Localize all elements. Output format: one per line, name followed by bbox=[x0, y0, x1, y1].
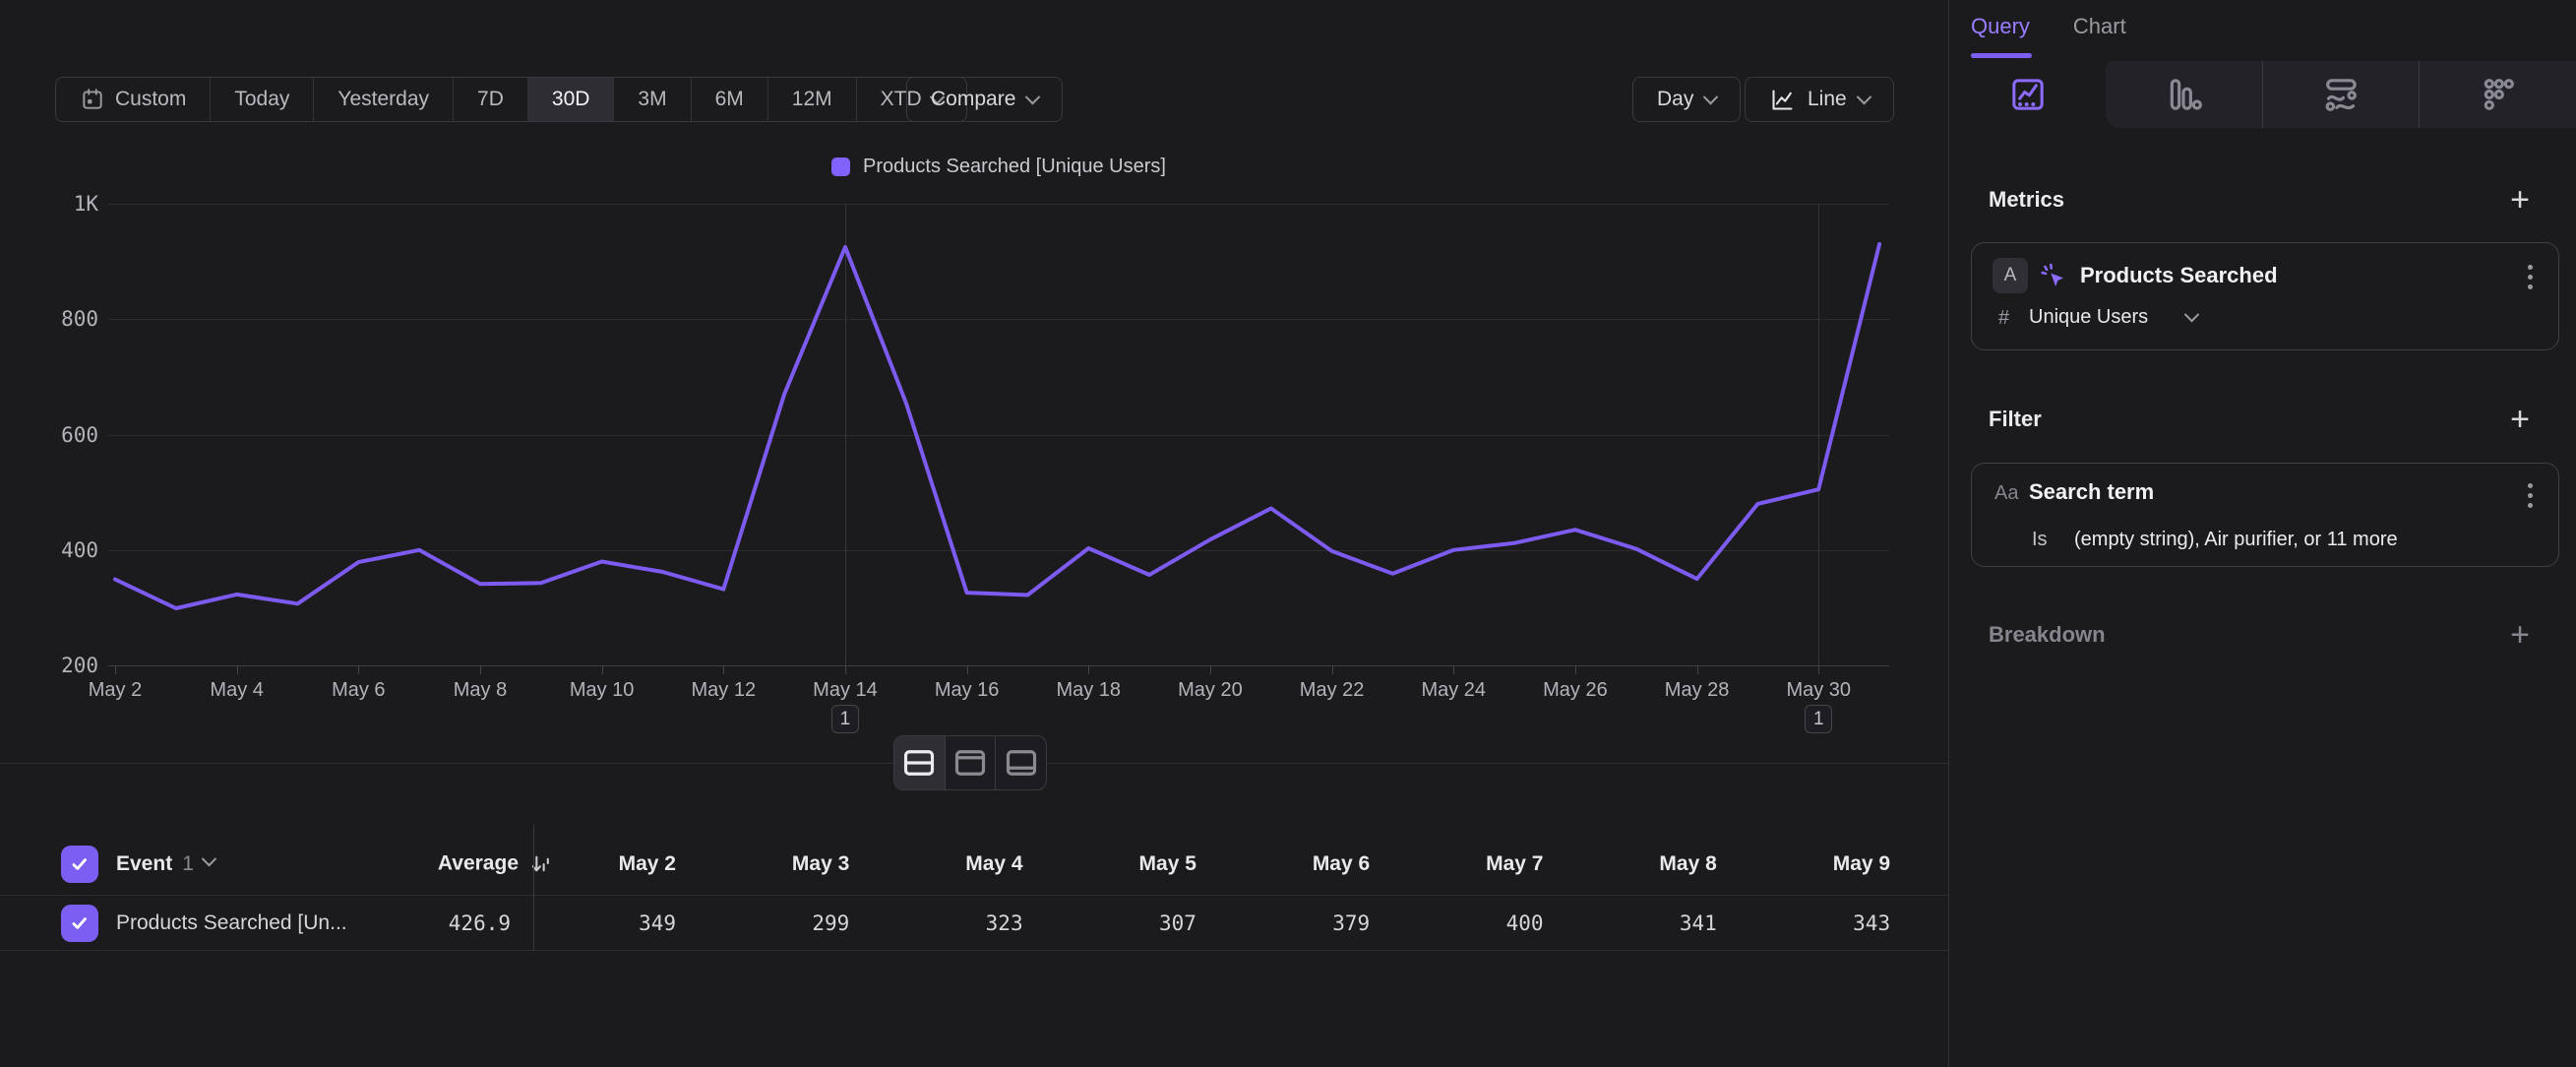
flows-icon bbox=[2321, 75, 2361, 114]
chevron-down-icon bbox=[202, 851, 217, 867]
date-column-header: May 2 bbox=[528, 852, 676, 876]
column-divider bbox=[533, 825, 534, 951]
cell-value: 323 bbox=[876, 911, 1023, 935]
filter-property-name[interactable]: Search term bbox=[2029, 479, 2154, 505]
event-count: 1 bbox=[182, 852, 194, 876]
table-header-row: Event 1 Average May 2 May 3 May 4 May 5 May … bbox=[0, 833, 1948, 896]
cell-value: 400 bbox=[1396, 911, 1544, 935]
average-label-text: Average bbox=[438, 852, 519, 876]
report-type-tabs bbox=[1949, 61, 2576, 128]
date-column-header: May 6 bbox=[1222, 852, 1370, 876]
filter-heading: Filter bbox=[1989, 407, 2042, 432]
view-toggle-group bbox=[893, 735, 1047, 790]
retention-icon bbox=[2479, 75, 2518, 114]
date-column-header: May 3 bbox=[702, 852, 849, 876]
report-tab-insights[interactable] bbox=[1949, 61, 2106, 128]
main-panel: CustomTodayYesterday7D30D3M6M12MXTD Comp… bbox=[0, 0, 1948, 1067]
date-column-header: May 9 bbox=[1743, 852, 1890, 876]
cell-value: 341 bbox=[1569, 911, 1717, 935]
average-column-header[interactable]: Average bbox=[295, 851, 553, 876]
cell-value: 379 bbox=[1222, 911, 1370, 935]
add-breakdown-button[interactable]: + bbox=[2503, 620, 2537, 650]
add-filter-button[interactable]: + bbox=[2503, 405, 2537, 434]
cell-value: 299 bbox=[702, 911, 849, 935]
row-average-value: 426.9 bbox=[295, 911, 511, 935]
chart-only-view-icon bbox=[952, 748, 988, 778]
filter-type-badge: Aa bbox=[1994, 482, 2018, 505]
active-tab-underline bbox=[1971, 53, 2032, 58]
series-line bbox=[0, 0, 1948, 763]
table-only-view-icon bbox=[1004, 748, 1039, 778]
metric-card[interactable]: A Products Searched # Unique Users bbox=[1971, 242, 2559, 350]
cursor-click-icon bbox=[2038, 261, 2069, 292]
date-column-header: May 4 bbox=[876, 852, 1023, 876]
report-tab-retention[interactable] bbox=[2419, 61, 2576, 128]
table-row[interactable]: Products Searched [Un... 426.9 349299323… bbox=[0, 897, 1948, 951]
inactive-tabs-block bbox=[2106, 61, 2576, 128]
tab-query[interactable]: Query bbox=[1971, 14, 2030, 53]
event-label-text: Event bbox=[116, 852, 172, 876]
filter-options-kebab-icon[interactable] bbox=[2528, 483, 2533, 508]
filter-operator[interactable]: Is bbox=[2032, 529, 2048, 551]
split-view-icon bbox=[901, 748, 937, 778]
metric-letter-badge: A bbox=[1993, 258, 2028, 293]
split-view-button[interactable] bbox=[894, 736, 945, 789]
aggregation-selector[interactable]: Unique Users bbox=[2029, 306, 2148, 329]
cell-value: 343 bbox=[1743, 911, 1890, 935]
metric-options-kebab-icon[interactable] bbox=[2528, 265, 2533, 289]
cell-value: 349 bbox=[528, 911, 676, 935]
query-sidebar: Query Chart Metrics + A Products Searche… bbox=[1949, 0, 2576, 1067]
tab-chart[interactable]: Chart bbox=[2073, 14, 2126, 53]
date-column-header: May 8 bbox=[1569, 852, 1717, 876]
metrics-heading: Metrics bbox=[1989, 187, 2064, 213]
cell-value: 307 bbox=[1049, 911, 1196, 935]
date-column-header: May 7 bbox=[1396, 852, 1544, 876]
select-all-checkbox[interactable] bbox=[61, 846, 98, 883]
table-only-view-button[interactable] bbox=[995, 736, 1046, 789]
sidebar-tabs: Query Chart bbox=[1971, 14, 2126, 53]
insights-icon bbox=[2008, 75, 2048, 114]
chevron-down-icon[interactable] bbox=[2184, 307, 2200, 323]
filter-card[interactable]: Aa Search term Is (empty string), Air pu… bbox=[1971, 463, 2559, 567]
report-tab-funnels[interactable] bbox=[2106, 61, 2262, 128]
funnels-icon bbox=[2164, 75, 2203, 114]
chart-only-view-button[interactable] bbox=[945, 736, 996, 789]
add-metric-button[interactable]: + bbox=[2503, 185, 2537, 215]
date-column-header: May 5 bbox=[1049, 852, 1196, 876]
event-column-header[interactable]: Event 1 bbox=[116, 852, 215, 876]
filter-value[interactable]: (empty string), Air purifier, or 11 more bbox=[2074, 529, 2398, 551]
metric-name[interactable]: Products Searched bbox=[2080, 263, 2278, 288]
report-tab-flows[interactable] bbox=[2262, 61, 2420, 128]
row-checkbox[interactable] bbox=[61, 905, 98, 942]
breakdown-heading: Breakdown bbox=[1989, 622, 2106, 648]
aggregation-symbol: # bbox=[1998, 307, 2009, 330]
